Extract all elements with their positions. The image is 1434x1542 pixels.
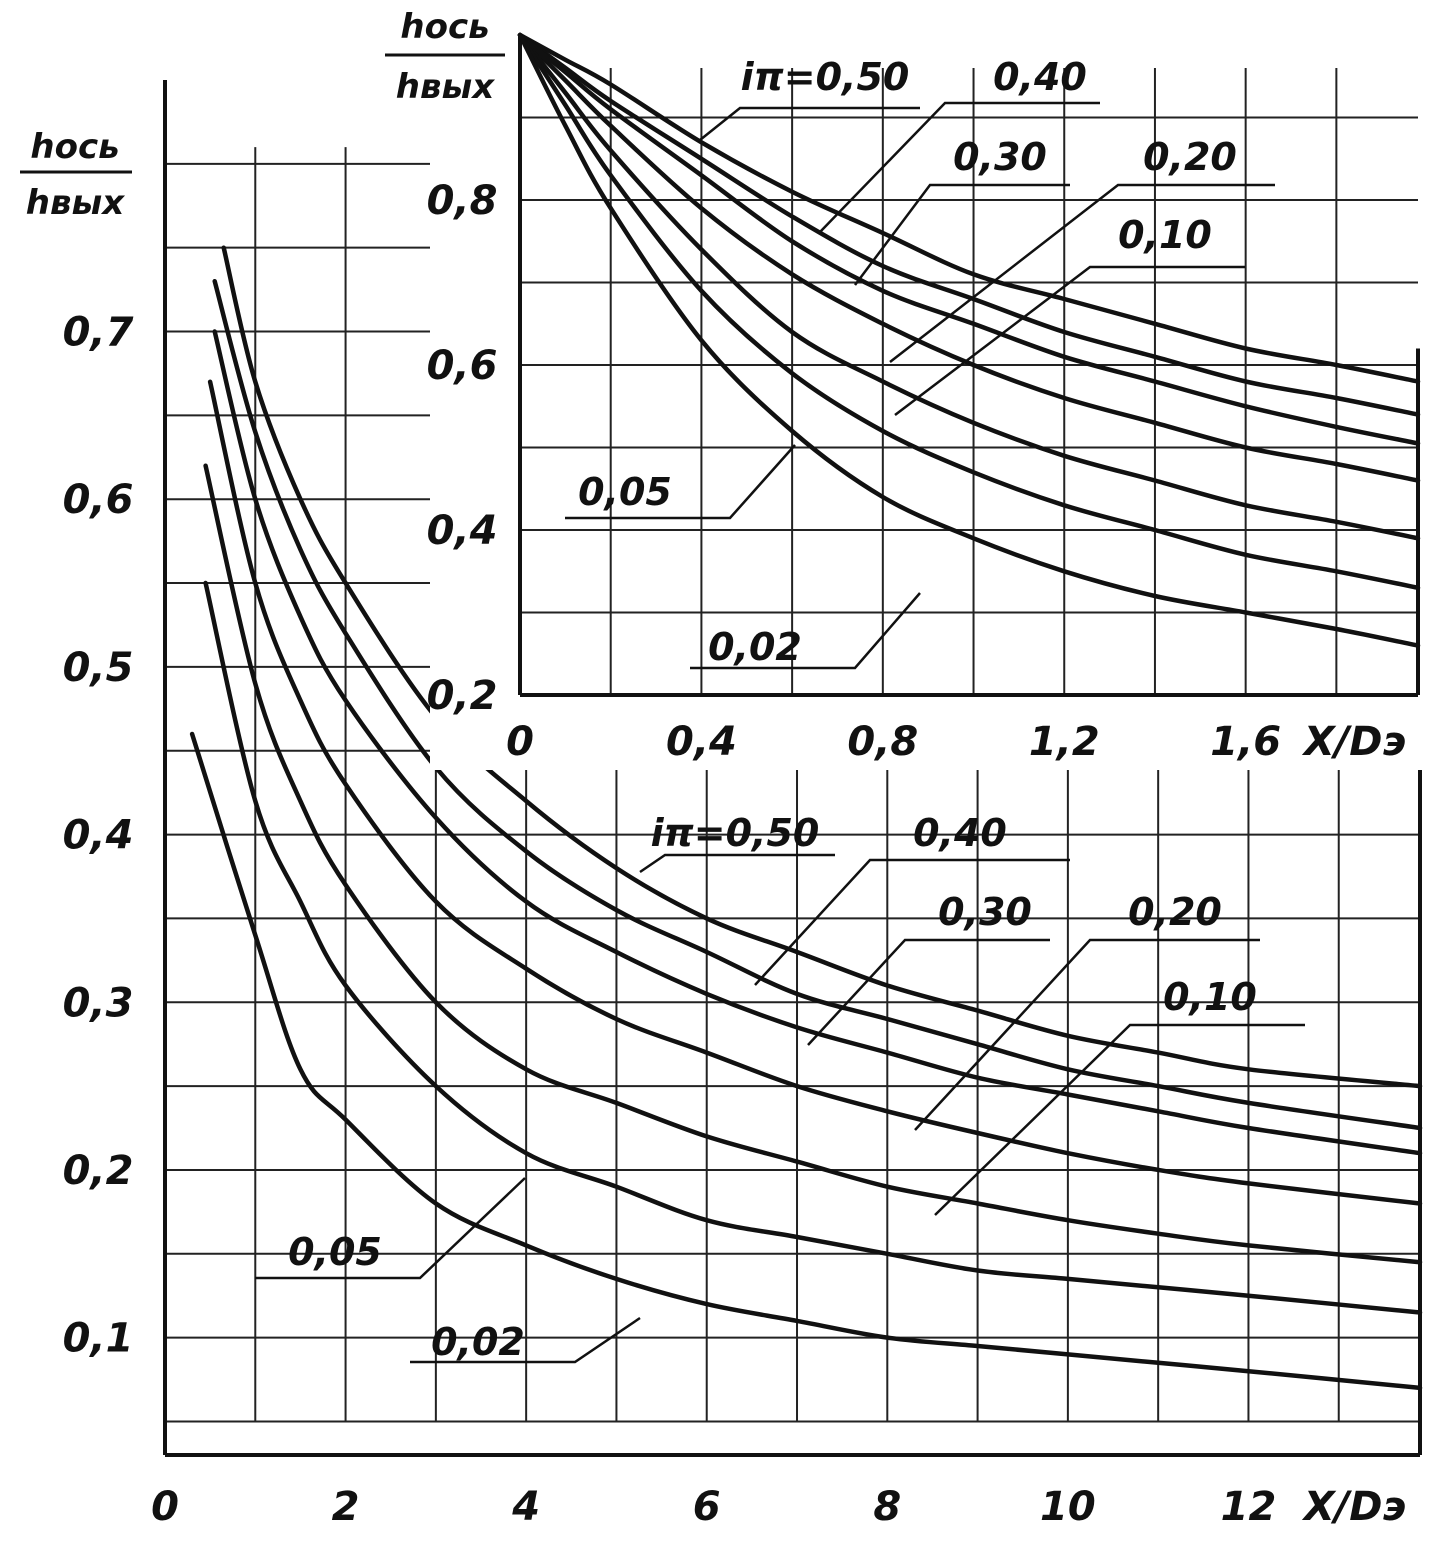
inset-annotation-leader-4 xyxy=(894,265,1245,416)
inset-annotation-4: 0,10 xyxy=(1118,213,1212,257)
main-x-tick-label: 2 xyxy=(332,1484,360,1530)
inset-annotation-leader-2 xyxy=(854,183,1070,286)
main-series-line-4 xyxy=(203,463,1423,1265)
main-x-tick-label: 4 xyxy=(511,1484,540,1530)
inset-y-tick-label: 0,2 xyxy=(427,673,498,719)
main-series-line-1 xyxy=(212,278,1423,1131)
main-annotation-6: 0,02 xyxy=(431,1320,525,1364)
main-x-axis-label: X/Dэ xyxy=(1301,1484,1406,1530)
main-series-line-6 xyxy=(189,731,1423,1391)
main-annotation-leader-4 xyxy=(934,1023,1305,1216)
inset-y-tick-label: 0,4 xyxy=(427,508,498,554)
main-annotation-4: 0,10 xyxy=(1163,975,1257,1019)
inset-curves xyxy=(517,32,1421,648)
main-annotation-1: 0,40 xyxy=(913,811,1007,855)
inset-x-tick-label: 1,2 xyxy=(1029,719,1100,765)
main-x-tick-label: 6 xyxy=(693,1484,721,1530)
main-y-tick-label: 0,7 xyxy=(63,310,134,356)
main-annotation-leader-3 xyxy=(914,938,1260,1131)
inset-y-tick-label: 0,8 xyxy=(427,178,498,224)
main-y-tick-label: 0,5 xyxy=(63,645,134,691)
main-y-tick-label: 0,4 xyxy=(63,813,134,859)
main-annotation-3: 0,20 xyxy=(1128,890,1222,934)
main-x-tick-label: 8 xyxy=(873,1484,901,1530)
inset-annotation-3: 0,20 xyxy=(1143,135,1237,179)
inset-annotation-1: 0,40 xyxy=(993,55,1087,99)
main-annotation-2: 0,30 xyxy=(938,890,1032,934)
inset-series-line-3 xyxy=(517,32,1421,483)
main-x-tick-label: 12 xyxy=(1221,1484,1277,1530)
main-curves xyxy=(189,245,1423,1391)
main-y-label-den: hвых xyxy=(26,183,125,223)
inset-series-line-1 xyxy=(517,32,1421,417)
main-y-label-num: hось xyxy=(30,127,119,167)
main-x-tick-label: 10 xyxy=(1040,1484,1096,1530)
inset-x-tick-label: 1,6 xyxy=(1210,719,1281,765)
inset-x-tick-label: 0 xyxy=(506,719,534,765)
inset-series-line-0 xyxy=(517,32,1421,384)
chart-labels: 0 2 4 6 8 10 12 0,1 0,2 0,3 0,4 0,5 0,6 0,7 X/Dэ hось hв… xyxy=(20,7,1406,1530)
main-annotation-leader-5 xyxy=(255,1177,526,1280)
main-series-line-5 xyxy=(203,580,1423,1315)
inset-annotation-leader-3 xyxy=(889,183,1275,363)
main-series-line-0 xyxy=(221,245,1423,1089)
main-series-line-2 xyxy=(212,329,1423,1156)
main-annotation-0: iπ=0,50 xyxy=(651,811,820,855)
main-annotation-leader-6 xyxy=(410,1316,641,1364)
inset-y-tick-label: 0,6 xyxy=(427,343,498,389)
main-annotation-leader-2 xyxy=(807,938,1050,1046)
main-y-tick-label: 0,3 xyxy=(63,980,134,1026)
inset-annotation-2: 0,30 xyxy=(953,135,1047,179)
main-x-tick-label: 0 xyxy=(151,1484,179,1530)
inset-annotation-0: iπ=0,50 xyxy=(741,55,910,99)
main-series-line-3 xyxy=(207,379,1423,1206)
main-annotation-leader-0 xyxy=(639,853,835,874)
inset-y-label-den: hвых xyxy=(396,67,495,107)
inset-annotation-6: 0,02 xyxy=(708,625,802,669)
inset-y-label-num: hось xyxy=(400,7,489,47)
main-y-tick-label: 0,1 xyxy=(63,1316,134,1362)
inset-annotation-leader-6 xyxy=(690,592,921,670)
main-y-tick-label: 0,6 xyxy=(63,477,134,523)
inset-series-line-5 xyxy=(517,32,1421,591)
inset-series-line-6 xyxy=(517,32,1421,648)
inset-series-line-4 xyxy=(517,32,1421,541)
inset-x-tick-label: 0,4 xyxy=(666,719,737,765)
inset-series-line-2 xyxy=(517,32,1421,446)
main-annotation-leader-1 xyxy=(754,858,1070,986)
inset-annotation-5: 0,05 xyxy=(578,470,672,514)
inset-x-tick-label: 0,8 xyxy=(847,719,918,765)
inset-x-axis-label: X/Dэ xyxy=(1301,719,1406,765)
inset-annotation-leader-0 xyxy=(699,106,920,141)
inset-annotation-leader-1 xyxy=(819,101,1100,233)
main-y-tick-label: 0,2 xyxy=(63,1148,134,1194)
inset-annotation-leader-5 xyxy=(565,444,796,520)
main-annotation-5: 0,05 xyxy=(288,1230,382,1274)
